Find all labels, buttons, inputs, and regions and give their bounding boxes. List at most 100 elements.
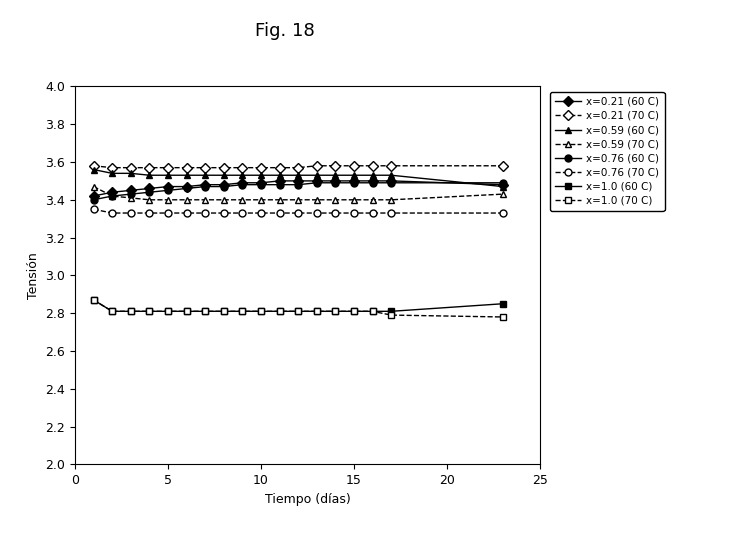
x=0.21 (70 C): [498, 163, 507, 169]
x=1.0 (70 C): [238, 308, 247, 314]
x=0.21 (60 C): [331, 178, 340, 184]
x=1.0 (60 C): [164, 308, 172, 314]
x=0.59 (60 C): [256, 172, 265, 179]
x=0.21 (60 C): [219, 181, 228, 188]
x=0.59 (70 C): [108, 193, 117, 199]
x=0.76 (60 C): [387, 179, 396, 186]
x=0.21 (70 C): [256, 164, 265, 171]
x=0.59 (60 C): [368, 172, 377, 179]
x=0.21 (70 C): [201, 164, 210, 171]
Legend: x=0.21 (60 C), x=0.21 (70 C), x=0.59 (60 C), x=0.59 (70 C), x=0.76 (60 C), x=0.7: x=0.21 (60 C), x=0.21 (70 C), x=0.59 (60…: [550, 92, 664, 211]
x=0.59 (60 C): [275, 172, 284, 179]
x=0.21 (60 C): [387, 178, 396, 184]
x=0.59 (60 C): [89, 166, 98, 173]
x=0.76 (60 C): [182, 185, 191, 192]
x=0.59 (70 C): [256, 197, 265, 203]
x=0.59 (70 C): [294, 197, 303, 203]
x=0.59 (60 C): [164, 172, 172, 179]
x=0.59 (60 C): [182, 172, 191, 179]
x=0.76 (70 C): [182, 210, 191, 217]
x=1.0 (70 C): [350, 308, 358, 314]
x=1.0 (60 C): [201, 308, 210, 314]
x=1.0 (60 C): [368, 308, 377, 314]
x=0.21 (70 C): [126, 164, 135, 171]
x=0.76 (70 C): [126, 210, 135, 217]
x=0.21 (70 C): [294, 164, 303, 171]
Text: Fig. 18: Fig. 18: [255, 22, 315, 39]
x=0.76 (70 C): [145, 210, 154, 217]
x=0.21 (70 C): [331, 163, 340, 169]
x=0.59 (70 C): [238, 197, 247, 203]
x=0.76 (60 C): [145, 189, 154, 195]
Line: x=0.21 (60 C): x=0.21 (60 C): [90, 178, 506, 199]
x=0.76 (60 C): [498, 179, 507, 186]
x=1.0 (70 C): [294, 308, 303, 314]
x=0.59 (60 C): [238, 172, 247, 179]
x=0.59 (70 C): [89, 183, 98, 190]
x=1.0 (60 C): [331, 308, 340, 314]
x=0.59 (60 C): [331, 172, 340, 179]
x=0.59 (60 C): [312, 172, 321, 179]
X-axis label: Tiempo (días): Tiempo (días): [265, 492, 350, 505]
x=0.21 (70 C): [164, 164, 172, 171]
x=1.0 (60 C): [238, 308, 247, 314]
x=1.0 (60 C): [350, 308, 358, 314]
x=0.76 (60 C): [238, 181, 247, 188]
x=1.0 (70 C): [256, 308, 265, 314]
x=0.76 (60 C): [108, 193, 117, 199]
x=1.0 (60 C): [145, 308, 154, 314]
x=0.76 (70 C): [89, 206, 98, 212]
x=0.76 (60 C): [126, 191, 135, 197]
x=0.76 (60 C): [368, 179, 377, 186]
x=0.21 (70 C): [89, 163, 98, 169]
x=0.59 (70 C): [182, 197, 191, 203]
x=1.0 (60 C): [89, 296, 98, 303]
x=1.0 (60 C): [256, 308, 265, 314]
x=0.59 (60 C): [126, 170, 135, 177]
x=0.59 (70 C): [126, 195, 135, 201]
x=0.76 (60 C): [331, 179, 340, 186]
x=0.59 (60 C): [108, 170, 117, 177]
x=0.21 (60 C): [368, 178, 377, 184]
x=0.76 (60 C): [164, 187, 172, 193]
x=1.0 (70 C): [89, 296, 98, 303]
x=0.21 (60 C): [294, 178, 303, 184]
x=1.0 (70 C): [126, 308, 135, 314]
x=0.21 (60 C): [350, 178, 358, 184]
Line: x=0.59 (70 C): x=0.59 (70 C): [90, 183, 506, 203]
x=1.0 (60 C): [182, 308, 191, 314]
x=1.0 (60 C): [294, 308, 303, 314]
x=1.0 (60 C): [312, 308, 321, 314]
Line: x=0.21 (70 C): x=0.21 (70 C): [90, 163, 506, 171]
Line: x=0.76 (60 C): x=0.76 (60 C): [90, 179, 506, 203]
x=0.21 (60 C): [108, 189, 117, 195]
x=0.59 (60 C): [294, 172, 303, 179]
x=0.76 (70 C): [350, 210, 358, 217]
x=0.21 (70 C): [312, 163, 321, 169]
x=0.59 (70 C): [145, 197, 154, 203]
x=0.76 (70 C): [294, 210, 303, 217]
Line: x=0.59 (60 C): x=0.59 (60 C): [90, 166, 506, 190]
x=0.21 (60 C): [275, 178, 284, 184]
x=0.76 (70 C): [164, 210, 172, 217]
x=0.76 (70 C): [108, 210, 117, 217]
x=1.0 (70 C): [368, 308, 377, 314]
x=0.76 (70 C): [256, 210, 265, 217]
x=1.0 (60 C): [108, 308, 117, 314]
x=0.21 (60 C): [256, 179, 265, 186]
x=0.59 (60 C): [387, 172, 396, 179]
x=0.59 (60 C): [219, 172, 228, 179]
x=0.76 (60 C): [89, 197, 98, 203]
x=0.59 (70 C): [164, 197, 172, 203]
Line: x=0.76 (70 C): x=0.76 (70 C): [90, 206, 506, 217]
x=0.76 (60 C): [350, 179, 358, 186]
x=0.21 (70 C): [275, 164, 284, 171]
x=0.76 (70 C): [275, 210, 284, 217]
x=0.21 (60 C): [238, 179, 247, 186]
Y-axis label: Tensión: Tensión: [27, 252, 40, 299]
x=0.59 (60 C): [145, 172, 154, 179]
x=0.21 (60 C): [312, 178, 321, 184]
x=1.0 (60 C): [275, 308, 284, 314]
x=0.76 (70 C): [238, 210, 247, 217]
x=0.21 (60 C): [164, 183, 172, 190]
